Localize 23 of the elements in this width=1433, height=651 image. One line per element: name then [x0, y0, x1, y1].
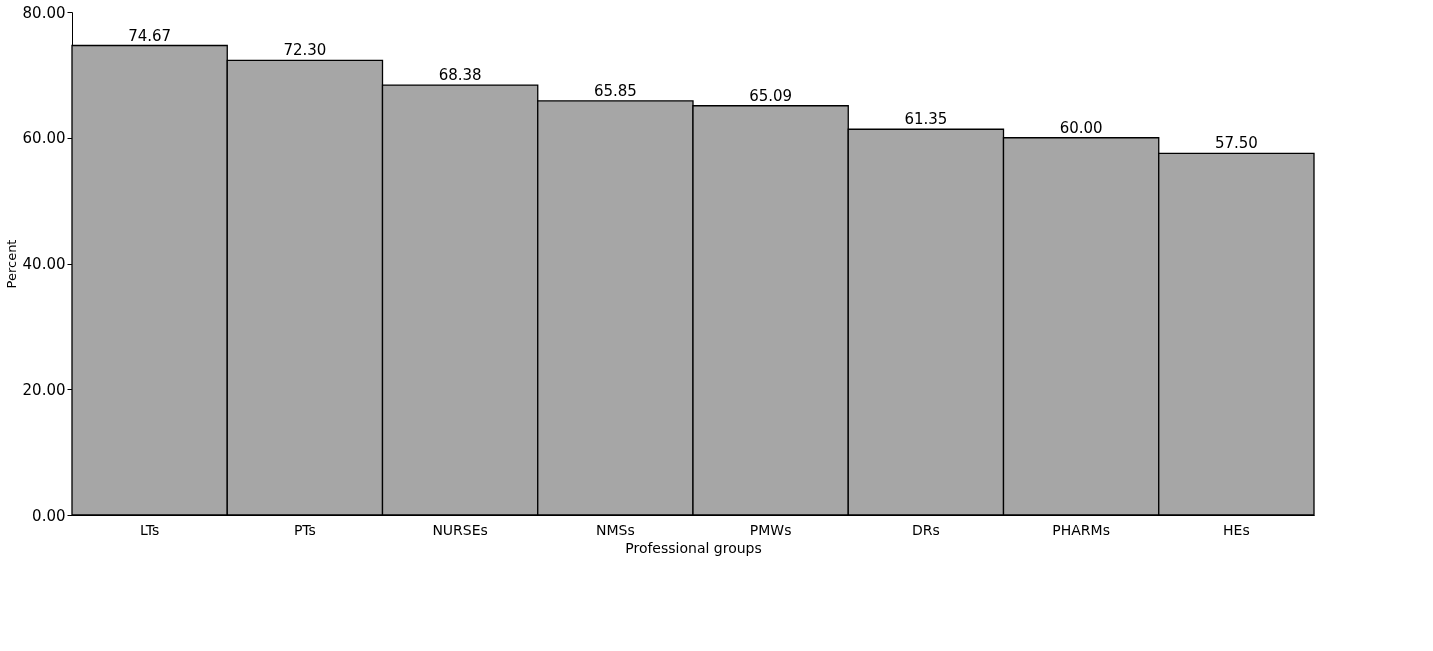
- x-tick-label: NURSEs: [432, 521, 488, 538]
- x-tick-label: PHARMs: [1052, 521, 1110, 538]
- data-label: 60.00: [1059, 118, 1103, 137]
- data-label: 57.50: [1214, 134, 1258, 153]
- y-tick-label: 20.00: [22, 380, 66, 399]
- data-label: 72.30: [283, 41, 327, 60]
- x-tick-label: HEs: [1223, 521, 1250, 538]
- x-tick-label: PMWs: [749, 521, 792, 538]
- y-tick-label: 60.00: [22, 129, 66, 148]
- data-label: 74.67: [128, 26, 172, 45]
- data-label: 68.38: [438, 66, 482, 85]
- x-tick-label: NMSs: [596, 521, 635, 538]
- y-tick-label: 80.00: [22, 3, 66, 22]
- data-label: 65.09: [749, 86, 793, 105]
- data-label: 61.35: [904, 110, 948, 129]
- y-tick-label: 40.00: [22, 255, 66, 273]
- x-tick-label: LTs: [139, 521, 160, 538]
- x-tick-label: DRs: [911, 521, 940, 538]
- y-axis-title: Percent: [3, 239, 19, 289]
- x-axis-title: Professional groups: [625, 539, 762, 556]
- x-tick-label: PTs: [293, 521, 316, 538]
- y-tick-label: 0.00: [32, 506, 66, 525]
- data-label: 65.85: [593, 81, 637, 100]
